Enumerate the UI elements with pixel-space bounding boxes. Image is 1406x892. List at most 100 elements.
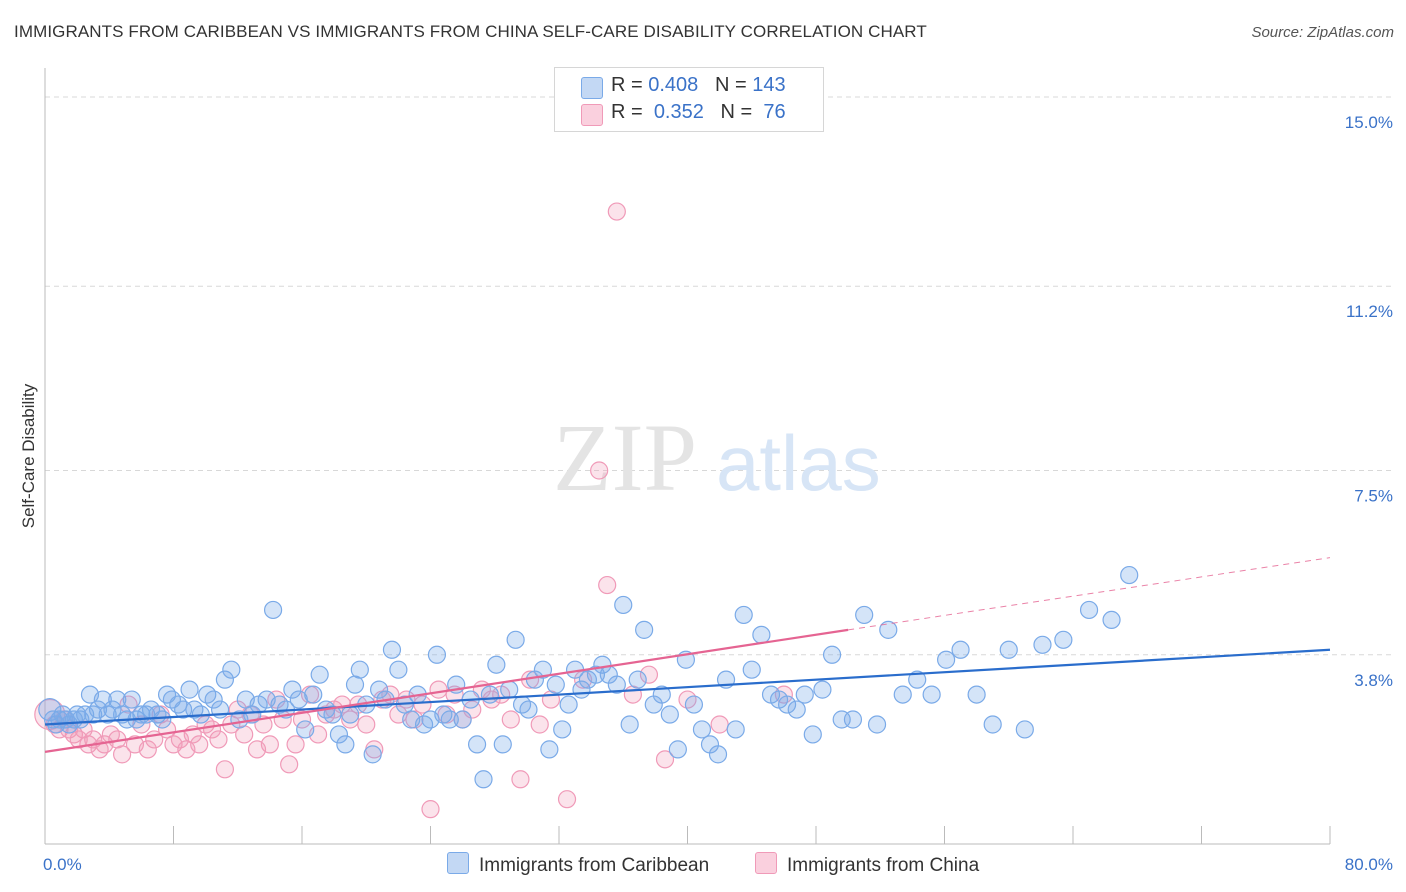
caribbean-point [296, 720, 315, 739]
caribbean-point [389, 660, 408, 679]
legend-item-caribbean[interactable]: Immigrants from Caribbean [447, 852, 709, 877]
axis-labels: 3.8% 7.5% 11.2% 15.0% 0.0% 80.0% Self-Care Dis… [19, 113, 1393, 874]
y-axis-title: Self-Care Disability [19, 383, 38, 528]
china-point [50, 720, 69, 739]
caribbean-point [427, 645, 447, 664]
caribbean-point [323, 705, 342, 724]
caribbean-point [363, 745, 382, 764]
china-point [429, 680, 448, 699]
legend-swatch-china [755, 852, 777, 874]
source-note: Source: ZipAtlas.com [1251, 24, 1394, 41]
caribbean-point [350, 660, 369, 679]
caribbean-point [822, 645, 842, 664]
caribbean-point [999, 640, 1018, 659]
caribbean-point [684, 695, 704, 714]
china-trend-extension [848, 557, 1331, 631]
china-point [511, 770, 530, 789]
caribbean-point [341, 705, 360, 724]
caribbean-point [726, 720, 745, 739]
watermark-zip: ZIP [553, 404, 697, 511]
caribbean-point [708, 745, 728, 764]
china-point [267, 690, 286, 709]
caribbean-point [180, 680, 199, 699]
swatch-china [581, 104, 603, 126]
caribbean-point [215, 670, 234, 689]
axes [44, 68, 1331, 845]
caribbean-point [1102, 610, 1121, 630]
caribbean-point [204, 690, 223, 709]
china-point [639, 665, 659, 684]
caribbean-point [370, 680, 389, 699]
caribbean-point [493, 735, 512, 754]
china-point [112, 745, 132, 764]
trend-lines [44, 557, 1331, 753]
caribbean-point [506, 630, 525, 649]
data-points [34, 202, 1139, 819]
caribbean-point [382, 640, 402, 659]
caribbean-point [908, 670, 927, 689]
caribbean-point [614, 595, 633, 615]
caribbean-point [283, 680, 302, 699]
legend-swatch-caribbean [447, 852, 469, 874]
legend-item-china[interactable]: Immigrants from China [755, 852, 979, 877]
caribbean-point [474, 770, 493, 789]
stats-text-china: R = 0.352 N = 76 [611, 101, 786, 123]
caribbean-point [879, 620, 898, 639]
china-point [280, 755, 299, 774]
china-point [138, 740, 157, 759]
caribbean-point [1033, 635, 1052, 654]
caribbean-point [620, 715, 639, 734]
caribbean-point [440, 710, 459, 729]
caribbean-point [1079, 600, 1099, 620]
caribbean-point [38, 697, 62, 722]
caribbean-point [635, 620, 654, 639]
china-point [260, 735, 279, 754]
caribbean-point [787, 700, 806, 719]
caribbean-point [937, 650, 956, 669]
china-point [607, 202, 626, 221]
caribbean-point [519, 700, 538, 719]
china-point [557, 790, 577, 809]
china-point [215, 760, 234, 779]
caribbean-point [122, 690, 141, 709]
caribbean-point [628, 670, 647, 689]
caribbean-point [922, 685, 941, 704]
x-tick-label-min: 0.0% [43, 855, 82, 874]
caribbean-point [540, 740, 559, 759]
caribbean-point [855, 605, 874, 625]
caribbean-point [263, 600, 283, 620]
legend-label-china: Immigrants from China [787, 855, 980, 876]
y-tick-label: 15.0% [1345, 113, 1393, 132]
caribbean-point [336, 735, 355, 754]
caribbean-point [867, 715, 887, 734]
caribbean-point [983, 715, 1002, 734]
china-point [190, 735, 209, 754]
caribbean-point [559, 695, 578, 714]
caribbean-point [967, 685, 986, 704]
caribbean-point [500, 680, 519, 699]
legend-label-caribbean: Immigrants from Caribbean [479, 855, 710, 876]
caribbean-point [813, 680, 832, 699]
caribbean-point [467, 735, 487, 754]
caribbean-point [1015, 720, 1034, 739]
grid-lines [45, 96, 1392, 656]
china-point [286, 735, 305, 754]
caribbean-point [153, 710, 172, 729]
chart-title: IMMIGRANTS FROM CARIBBEAN VS IMMIGRANTS … [14, 22, 927, 41]
caribbean-point [660, 705, 679, 724]
caribbean-point [803, 725, 822, 744]
china-point [530, 715, 549, 734]
caribbean-point [777, 695, 797, 714]
caribbean-point [668, 740, 687, 759]
caribbean-point [222, 660, 241, 679]
caribbean-point [546, 675, 565, 694]
caribbean-point [304, 685, 323, 704]
caribbean-point [951, 640, 970, 659]
china-trend-line [44, 628, 849, 753]
caribbean-point [652, 685, 671, 704]
caribbean-point [1120, 565, 1139, 585]
caribbean-point [487, 655, 506, 674]
china-point [357, 715, 376, 734]
caribbean-point [329, 725, 349, 744]
y-tick-label: 3.8% [1354, 671, 1393, 690]
